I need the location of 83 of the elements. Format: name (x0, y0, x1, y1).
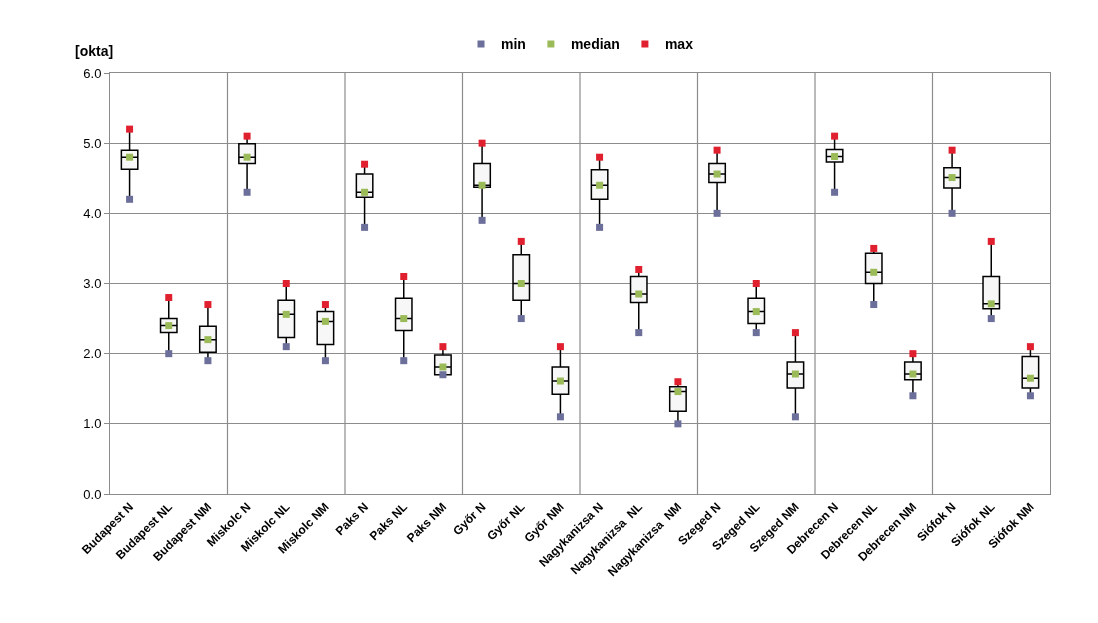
point (400, 357, 408, 365)
point (165, 294, 173, 302)
point (635, 329, 643, 337)
point (1026, 374, 1034, 382)
y-tick-label: 3.0 (83, 276, 102, 292)
point (321, 357, 329, 365)
point (596, 153, 604, 161)
point (439, 343, 447, 351)
point (478, 139, 486, 147)
point (987, 315, 995, 323)
point (556, 343, 564, 351)
point (1026, 343, 1034, 351)
point (752, 308, 760, 316)
point (791, 413, 799, 421)
point (987, 300, 995, 308)
y-tick-label: 1.0 (83, 416, 102, 432)
point (791, 329, 799, 337)
y-tick-label: 0.0 (83, 486, 102, 502)
point (204, 357, 212, 365)
point (556, 377, 564, 385)
point (517, 237, 525, 245)
point (282, 280, 290, 287)
point (361, 188, 369, 196)
point (400, 272, 408, 280)
point (831, 132, 839, 140)
point (243, 153, 251, 161)
point (909, 370, 917, 378)
point (321, 317, 329, 325)
point (478, 216, 486, 224)
point (791, 370, 799, 378)
point (674, 388, 682, 396)
point (948, 209, 956, 217)
point (517, 280, 525, 287)
point (596, 223, 604, 231)
point (321, 301, 329, 309)
y-tick-label: 4.0 (83, 205, 102, 221)
point (204, 301, 212, 309)
point (948, 146, 956, 154)
point (831, 153, 839, 160)
point (870, 244, 878, 252)
point (517, 315, 525, 323)
legend-label: min (501, 36, 526, 53)
point (909, 350, 917, 358)
y-tick-label: 6.0 (83, 65, 102, 81)
point (282, 310, 290, 318)
y-tick-label: 5.0 (83, 135, 102, 151)
point (439, 371, 447, 379)
point (948, 174, 956, 182)
point (243, 132, 251, 140)
y-axis-title: [okta] (75, 43, 114, 59)
point (752, 329, 760, 337)
point (361, 223, 369, 231)
point (831, 188, 839, 196)
point (165, 350, 173, 358)
legend-label: max (664, 36, 694, 53)
legend-label: median (570, 36, 620, 53)
point (752, 280, 760, 287)
point (126, 195, 134, 203)
point (713, 170, 721, 178)
point (126, 153, 134, 161)
point (870, 268, 878, 276)
point (674, 420, 682, 428)
point (596, 181, 604, 189)
point (478, 181, 486, 189)
point (165, 322, 173, 330)
point (400, 315, 408, 323)
point (713, 209, 721, 217)
point (204, 336, 212, 344)
point (439, 363, 447, 371)
point (987, 237, 995, 245)
point (361, 160, 369, 168)
point (243, 188, 251, 196)
point (635, 290, 643, 298)
point (909, 392, 917, 400)
point (126, 125, 134, 133)
point (713, 146, 721, 154)
point (870, 301, 878, 309)
point (282, 343, 290, 351)
y-tick-label: 2.0 (83, 346, 102, 362)
point (556, 413, 564, 421)
point (1026, 392, 1034, 400)
point (635, 265, 643, 273)
point (674, 378, 682, 386)
